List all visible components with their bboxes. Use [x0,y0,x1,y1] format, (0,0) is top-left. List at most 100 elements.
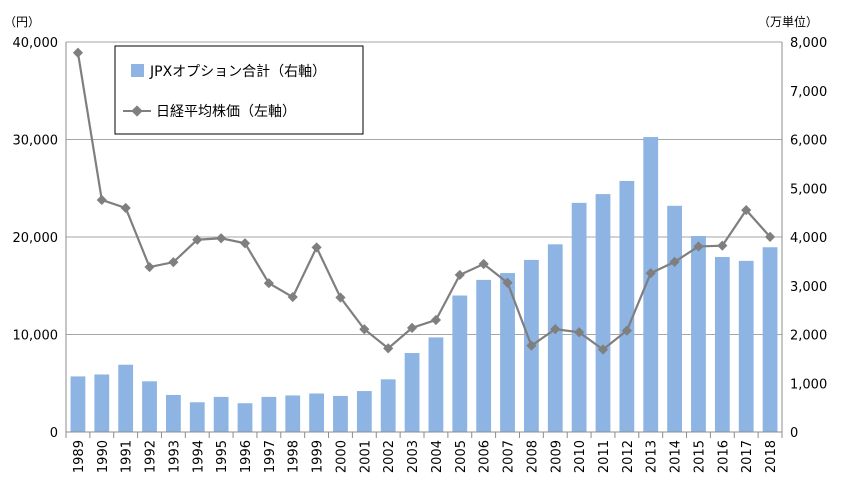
line-point [597,344,609,355]
x-axis-tick-label: 1998 [287,440,302,473]
right-axis-tick-label: 2,000 [790,329,827,344]
x-axis-tick-label: 2018 [764,440,779,473]
legend-bar-swatch [131,64,144,77]
right-axis-tick-label: 8,000 [790,36,827,51]
x-axis-tick-label: 2006 [478,440,493,473]
line-point [502,277,513,288]
bar [595,194,611,432]
line-point [192,234,203,245]
bar [237,403,253,432]
legend-line-label: 日経平均株価（左軸） [156,104,296,120]
x-axis-tick-label: 1990 [96,440,111,473]
right-axis-tick-label: 4,000 [790,231,827,246]
nikkei-line [76,52,771,351]
legend-bar-label: JPXオプション合計（右軸） [149,64,326,80]
bar [452,295,468,432]
left-axis-tick-label: 10,000 [13,329,59,344]
bar [285,395,301,432]
left-axis-unit: （円） [4,15,40,29]
x-axis-tick-label: 1995 [215,440,230,473]
bar [476,279,492,432]
x-axis-tick-label: 2004 [430,440,445,473]
x-axis-tick-label: 2008 [525,440,540,473]
line-point [120,202,131,214]
x-axis-tick-label: 2000 [334,440,349,473]
line-point [478,258,489,270]
line-point [621,325,632,336]
bar [500,273,515,432]
x-axis-tick-label: 2005 [454,440,469,473]
bar [70,376,86,432]
bar-series [70,137,778,432]
line-point [311,242,322,253]
x-axis-tick-label: 2013 [645,440,660,473]
bar [762,247,778,432]
bar [714,256,730,432]
bar [309,393,324,432]
x-axis-tick-label: 2007 [502,440,517,473]
line-point [430,314,442,326]
x-axis-tick-label: 2009 [549,440,564,473]
x-axis-tick-label: 2014 [669,440,684,473]
bar [261,396,277,432]
x-axis-tick-label: 1993 [167,440,182,473]
bar [166,394,181,432]
bar [118,364,134,432]
bar [643,137,659,432]
right-axis-tick-label: 6,000 [790,134,827,149]
x-axis-tick-label: 2012 [621,440,636,473]
bar [213,396,229,432]
right-axis-tick-label: 7,000 [790,85,827,100]
bar [333,395,348,432]
x-axis-tick-label: 1991 [120,440,135,473]
x-axis-tick-label: 1994 [191,440,206,473]
bar [619,180,635,432]
x-axis-tick-label: 2017 [740,440,755,473]
x-axis-tick-label: 2015 [692,440,707,473]
line-point [216,233,227,244]
bar [691,236,706,432]
gridlines [66,41,782,335]
line-point [144,261,155,273]
line-point [287,291,298,303]
right-axis-unit: （万単位） [758,14,818,29]
bar [738,260,754,432]
line-point [550,324,561,335]
bar [142,381,157,432]
line-point [335,292,346,303]
axes: 0 10,000 20,000 30,000 40,000 0 1,000 2,000 3,00… [13,36,828,473]
x-axis-tick-label: 2011 [597,440,612,473]
line-point [406,322,418,333]
line-point [383,343,394,354]
x-axis-tick-label: 2001 [358,440,373,473]
x-axis-tick-label: 1989 [72,440,87,473]
right-axis-tick-label: 3,000 [790,280,827,295]
legend-box [114,45,364,135]
line-point [263,278,274,289]
x-axis-tick-label: 2016 [716,440,731,473]
bar [189,402,205,432]
line-point [72,47,84,58]
bar [547,244,563,432]
line-point [526,340,537,351]
left-axis-tick-label: 30,000 [13,134,59,149]
x-axis-tick-label: 2002 [382,440,397,473]
right-axis-tick-label: 1,000 [790,377,827,392]
line-point [741,204,752,216]
right-axis-tick-label: 5,000 [790,182,827,197]
x-axis-tick-label: 1996 [239,440,254,473]
bar [380,379,396,432]
bar [428,337,444,432]
bar [571,202,587,432]
legend: JPXオプション合計（右軸） 日経平均株価（左軸） [114,45,364,135]
line-point [239,238,251,249]
bar [94,374,110,432]
right-axis-tick-label: 0 [790,426,798,441]
x-axis-tick-label: 1999 [311,440,326,473]
line-series [72,47,776,355]
bar [667,205,682,432]
x-axis-tick-label: 1992 [144,440,159,473]
left-axis-tick-label: 20,000 [13,231,59,246]
line-point [454,269,465,281]
